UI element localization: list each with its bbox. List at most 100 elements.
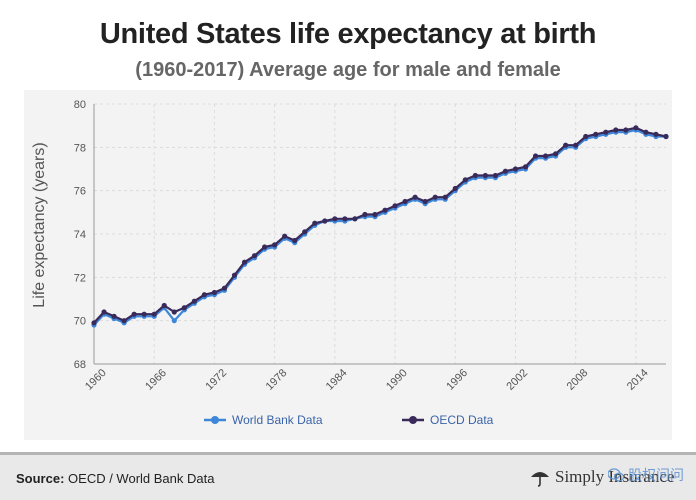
data-point (342, 216, 348, 222)
data-point (452, 185, 458, 192)
data-point (171, 318, 177, 324)
data-point (241, 259, 248, 265)
x-tick-label: 2008 (565, 367, 591, 393)
data-point (101, 309, 107, 315)
y-tick-label: 70 (74, 316, 86, 328)
footer-divider (0, 452, 696, 455)
y-tick-label: 72 (74, 272, 86, 284)
data-point (181, 305, 187, 311)
source-text: OECD / World Bank Data (68, 471, 215, 486)
data-point (482, 172, 488, 179)
x-tick-label: 1960 (83, 367, 109, 393)
footer: Source: OECD / World Bank Data Simply In… (0, 455, 696, 500)
data-point (573, 142, 579, 148)
series-line (93, 126, 667, 324)
data-point (623, 127, 629, 133)
series-line (93, 128, 666, 326)
data-point (231, 272, 238, 278)
data-point (131, 311, 137, 317)
watermark: 股权问问 (608, 465, 684, 485)
data-point (201, 292, 207, 298)
data-point (322, 218, 328, 224)
data-point (653, 131, 659, 137)
series-oecd (91, 125, 669, 326)
data-point (151, 311, 157, 317)
y-tick-label: 76 (74, 186, 86, 198)
chat-icon (608, 468, 624, 482)
chart-title: United States life expectancy at birth (99, 18, 597, 50)
x-tick-label: 1978 (264, 367, 290, 393)
x-tick-label: 1966 (143, 367, 169, 393)
data-point (412, 194, 418, 200)
data-point (272, 242, 278, 248)
data-point (121, 318, 127, 324)
legend-label: World Bank Data (232, 413, 323, 427)
line-chart: 68 70 72 74 76 78 80 1960 1966 1972 1978 1984 1990 19… (31, 99, 669, 427)
data-point (522, 164, 529, 170)
y-axis-label: Life expectancy (years) (31, 142, 48, 307)
legend: World Bank Data OECD Data (204, 413, 494, 427)
data-point (643, 129, 649, 135)
data-point (563, 142, 569, 148)
chart-area: 68 70 72 74 76 78 80 1960 1966 1972 1978 1984 1990 19… (24, 90, 672, 440)
source-label: Source: (16, 471, 65, 486)
data-point (352, 216, 358, 222)
series (91, 125, 669, 328)
data-point (382, 207, 388, 213)
y-tick-label: 78 (74, 142, 86, 154)
data-point (282, 233, 288, 239)
legend-item: OECD Data (402, 413, 494, 427)
data-point (161, 302, 167, 309)
data-point (211, 289, 218, 296)
data-point (332, 216, 338, 222)
data-point (472, 172, 478, 179)
data-point (532, 153, 539, 159)
data-point (593, 131, 599, 137)
data-point (542, 153, 549, 159)
x-tick-label: 2014 (625, 367, 651, 393)
data-point (261, 244, 268, 250)
x-tick-label: 1972 (203, 367, 229, 393)
data-point (302, 229, 308, 235)
chart-subtitle: (1960-2017) Average age for male and fem… (135, 59, 561, 81)
y-tick-label: 80 (74, 99, 86, 111)
data-point (312, 220, 318, 226)
data-point (462, 177, 468, 183)
data-point (512, 166, 519, 172)
data-point (633, 125, 639, 131)
data-point (251, 253, 258, 259)
legend-swatch-marker (211, 416, 219, 424)
data-point (392, 203, 398, 209)
data-point (292, 237, 298, 244)
umbrella-icon (531, 472, 549, 487)
data-point (422, 198, 428, 205)
data-point (402, 198, 408, 205)
legend-item: World Bank Data (204, 413, 323, 427)
x-tick-label: 1996 (444, 367, 470, 393)
data-point (663, 133, 669, 140)
legend-label: OECD Data (430, 413, 494, 427)
data-point (553, 151, 559, 157)
y-tick-label: 68 (74, 359, 86, 371)
data-point (171, 309, 177, 315)
data-point (603, 129, 609, 135)
data-point (502, 168, 509, 174)
legend-swatch-marker (409, 416, 417, 424)
data-point (432, 194, 438, 200)
data-point (221, 285, 228, 291)
data-point (111, 313, 117, 319)
x-tick-label: 1984 (324, 367, 350, 393)
data-point (613, 127, 619, 133)
data-point (442, 194, 448, 200)
data-point (583, 133, 589, 140)
y-tick-label: 74 (74, 229, 86, 241)
data-point (191, 298, 197, 304)
data-point (91, 320, 97, 326)
data-point (492, 172, 499, 179)
data-point (141, 311, 147, 317)
x-tick-label: 1990 (384, 367, 410, 393)
data-point (362, 211, 368, 218)
series-world-bank (91, 127, 669, 328)
watermark-text: 股权问问 (628, 467, 684, 483)
source-note: Source: OECD / World Bank Data (16, 471, 214, 486)
